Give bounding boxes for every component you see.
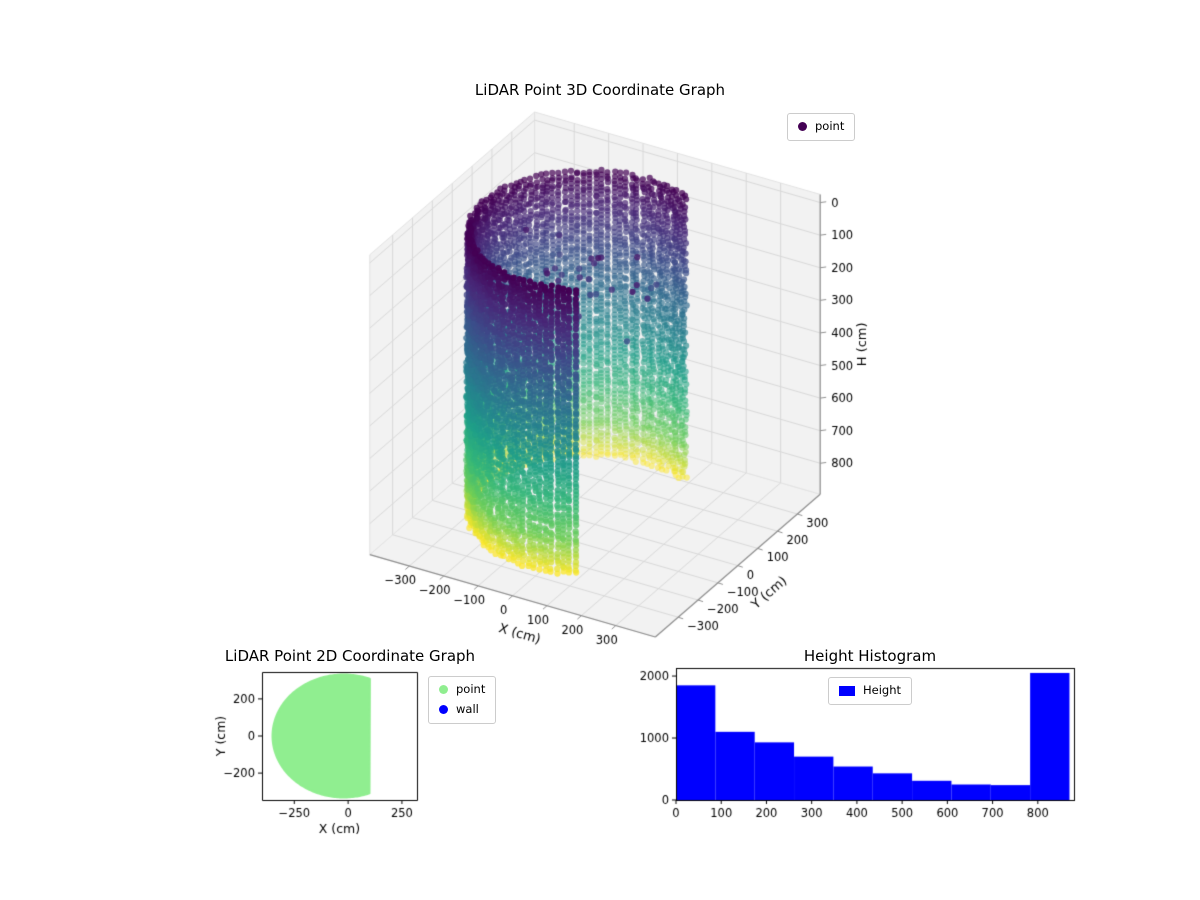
lidar-3d-chart: LiDAR Point 3D Coordinate Graph point: [250, 75, 950, 700]
scatter3d-plot-area: [250, 87, 950, 687]
legend-entry-wall: wall: [439, 701, 485, 719]
height-histogram-chart: Height Histogram Height: [640, 640, 1100, 880]
legend-label-point: point: [815, 119, 845, 133]
point-legend-marker: [439, 685, 448, 695]
legend-label-height: Height: [863, 683, 902, 697]
legend-entry-point: point: [439, 681, 485, 699]
legend-label-wall: wall: [456, 701, 479, 716]
chart2d-legend: point wall: [428, 676, 497, 724]
chart3d-legend: point: [787, 113, 856, 141]
legend-entry-point: point: [798, 118, 844, 136]
histogram-legend: Height: [828, 677, 913, 705]
legend-label-point: point: [456, 682, 486, 696]
wall-legend-marker: [439, 705, 448, 715]
height-legend-marker: [839, 685, 855, 696]
point-legend-marker: [798, 122, 807, 132]
histogram-plot-area: [640, 640, 1100, 880]
legend-entry-height: Height: [839, 682, 901, 700]
lidar-2d-chart: LiDAR Point 2D Coordinate Graph point wa…: [200, 640, 500, 880]
